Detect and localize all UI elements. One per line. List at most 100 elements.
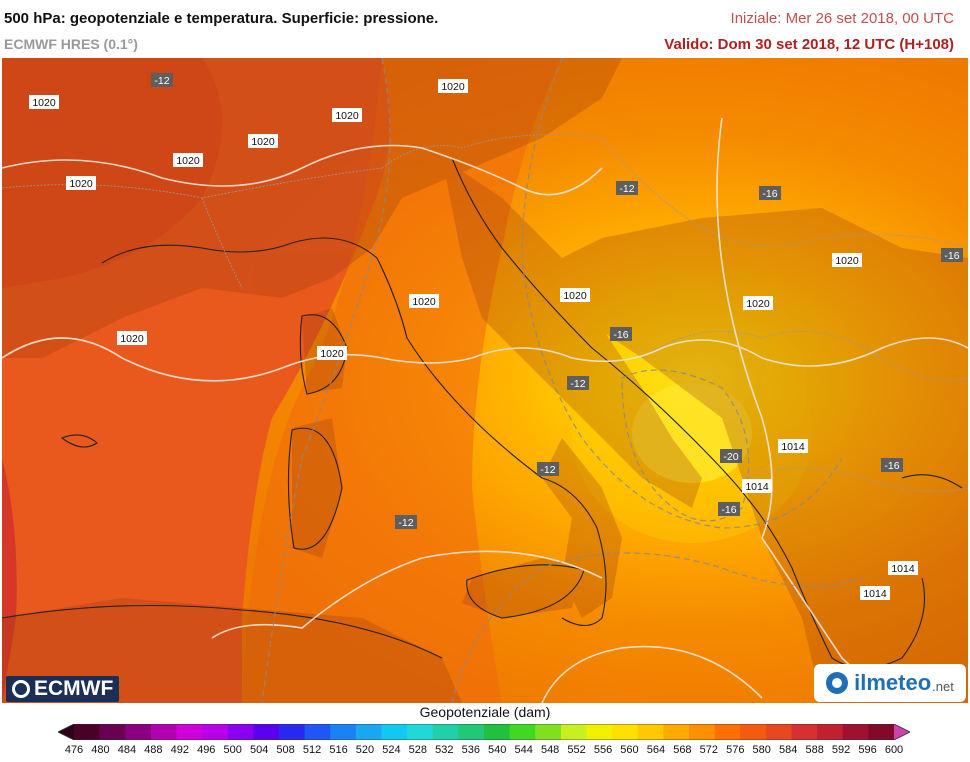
isobar-label: 1020 <box>746 298 770 310</box>
colorbar-swatch <box>150 724 177 740</box>
colorbar-swatch <box>125 724 152 740</box>
colorbar-swatch <box>663 724 690 740</box>
colorbar-tick-label: 568 <box>673 744 692 756</box>
colorbar-tick-label: 592 <box>831 744 851 756</box>
isobar-label: 1020 <box>563 290 587 302</box>
colorbar-swatch <box>817 724 844 740</box>
isotherm-label: -16 <box>613 329 628 341</box>
isobar-label: 1020 <box>835 255 859 267</box>
temperature-isotherms <box>261 58 863 703</box>
ecmwf-logo: ECMWF <box>6 676 120 702</box>
colorbar-tick-label: 480 <box>91 744 110 756</box>
temperature-labels: -12 -12 -16 -16 -16 -12 -20 -16 -12 -12 … <box>151 73 963 529</box>
isotherm-label: -12 <box>154 75 169 87</box>
colorbar-tick-label: 528 <box>408 744 428 756</box>
colorbar-swatch <box>304 724 331 740</box>
isotherm-label: -12 <box>570 378 585 390</box>
colorbar-swatch <box>484 724 511 740</box>
colorbar-tick-label: 580 <box>752 744 771 756</box>
geopotential-band-580 <box>2 58 222 288</box>
colorbar-tick-label: 520 <box>355 744 375 756</box>
colorbar-min-arrow <box>58 724 74 740</box>
colorbar-swatch <box>202 724 229 740</box>
colorbar-tick-label: 496 <box>197 744 216 756</box>
colorbar-swatch <box>99 724 126 740</box>
colorbar-tick-label: 500 <box>223 744 242 756</box>
colorbar-swatch <box>330 724 357 740</box>
isobar-label: 1020 <box>32 97 56 109</box>
colorbar-swatch <box>432 724 459 740</box>
colorbar-swatch <box>714 724 741 740</box>
colorbar-swatch <box>509 724 536 740</box>
colorbar-tick-label: 584 <box>779 744 798 756</box>
colorbar-swatch <box>407 724 434 740</box>
ecmwf-logo-text: ECMWF <box>34 677 114 700</box>
colorbar-tick-label: 572 <box>699 744 719 756</box>
weather-map: 1020 1020 1020 1020 1020 1020 1020 1020 … <box>2 58 968 703</box>
isotherm-label: -16 <box>884 460 899 472</box>
ecmwf-mark-icon <box>12 680 30 698</box>
colorbar-tick-label: 484 <box>117 744 137 756</box>
colorbar-max-arrow <box>894 724 910 740</box>
isobar-label: 1014 <box>745 481 769 493</box>
colorbar-tick-label: 596 <box>858 744 877 756</box>
isobar-label: 1020 <box>335 110 359 122</box>
init-time: Iniziale: Mer 26 set 2018, 00 UTC <box>730 10 954 27</box>
ilmeteo-logo-text: ilmeteo <box>854 670 932 695</box>
isotherm-label: -16 <box>944 250 959 262</box>
colorbar-swatch <box>612 724 639 740</box>
colorbar-swatch <box>279 724 306 740</box>
land-relief <box>2 58 968 703</box>
ilmeteo-logo: ilmeteo .net <box>814 664 966 702</box>
colorbar-tick-label: 556 <box>593 744 613 756</box>
colorbar-swatch <box>765 724 792 740</box>
colorbar-swatch <box>535 724 562 740</box>
colorbar-ticks: 476 480 484 488 492 496 500 504 508 512 516 520 524 5… <box>0 744 970 760</box>
colorbar-tick-label: 552 <box>567 744 586 756</box>
colorbar-swatch <box>381 724 408 740</box>
colorbar-swatch <box>637 724 664 740</box>
colorbar-swatch <box>458 724 485 740</box>
colorbar-tick-label: 540 <box>488 744 507 756</box>
colorbar-swatch <box>355 724 382 740</box>
valid-time: Valido: Dom 30 set 2018, 12 UTC (H+108) <box>664 36 954 53</box>
isobar-label: 1014 <box>863 588 887 600</box>
colorbar-swatch <box>560 724 587 740</box>
colorbar-swatch <box>253 724 280 740</box>
colorbar-tick-label: 560 <box>620 744 639 756</box>
isobar-label: 1020 <box>441 81 465 93</box>
colorbar-tick-label: 512 <box>302 744 322 756</box>
colorbar-tick-label: 600 <box>884 744 904 756</box>
colorbar-tick-label: 576 <box>726 744 745 756</box>
colorbar-swatch <box>868 724 895 740</box>
colorbar-tick-label: 508 <box>276 744 295 756</box>
isobar-label: 1014 <box>781 441 805 453</box>
colorbar-tick-label: 564 <box>646 744 666 756</box>
isobar-label: 1014 <box>891 563 915 575</box>
colorbar-tick-label: 492 <box>170 744 189 756</box>
colorbar-tick-label: 548 <box>540 744 560 756</box>
isotherm-label: -16 <box>762 188 777 200</box>
isobars <box>2 117 968 703</box>
colorbar-tick-label: 524 <box>382 744 401 756</box>
isotherm-label: -12 <box>540 464 555 476</box>
colorbar-swatch <box>176 724 203 740</box>
isobar-label: 1020 <box>412 296 436 308</box>
colorbar-tick-label: 532 <box>435 744 454 756</box>
map-title: 500 hPa: geopotenziale e temperatura. Su… <box>4 10 439 27</box>
colorbar-swatch <box>740 724 767 740</box>
ilmeteo-mark-icon <box>826 672 849 694</box>
colorbar-tick-label: 588 <box>805 744 824 756</box>
colorbar-swatch <box>791 724 818 740</box>
isobar-label: 1020 <box>251 136 275 148</box>
colorbar-tick-label: 476 <box>64 744 84 756</box>
isotherm-label: -12 <box>398 517 413 529</box>
isobar-label: 1020 <box>120 333 144 345</box>
colorbar-tick-label: 536 <box>461 744 480 756</box>
isotherm-label: -16 <box>721 504 736 516</box>
colorbar-swatch <box>74 724 101 740</box>
colorbar-tick-label: 544 <box>514 744 533 756</box>
pressure-labels: 1020 1020 1020 1020 1020 1020 1020 1020 … <box>29 79 918 600</box>
isotherm-label: -20 <box>723 451 738 463</box>
colorbar-tick-label: 516 <box>329 744 348 756</box>
